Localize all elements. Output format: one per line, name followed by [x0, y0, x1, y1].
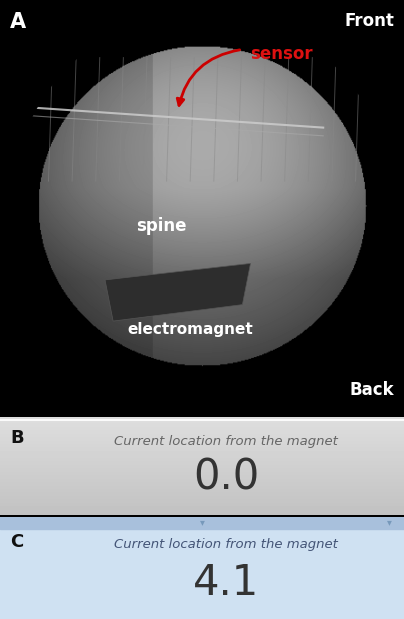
Text: 0.0: 0.0	[193, 457, 259, 499]
Text: Current location from the magnet: Current location from the magnet	[114, 539, 338, 552]
Text: Current location from the magnet: Current location from the magnet	[114, 435, 338, 448]
Polygon shape	[105, 264, 250, 321]
Text: ▾: ▾	[200, 517, 204, 527]
Text: A: A	[10, 12, 26, 32]
Text: spine: spine	[137, 217, 187, 235]
Text: electromagnet: electromagnet	[127, 322, 253, 337]
Text: ▾: ▾	[387, 517, 392, 527]
Text: Back: Back	[349, 381, 394, 399]
Bar	[0, 517, 404, 529]
Text: 4.1: 4.1	[193, 562, 259, 604]
Text: sensor: sensor	[250, 45, 313, 63]
Text: Front: Front	[344, 12, 394, 30]
Text: B: B	[10, 429, 24, 447]
Text: C: C	[10, 533, 23, 551]
Ellipse shape	[20, 25, 384, 387]
